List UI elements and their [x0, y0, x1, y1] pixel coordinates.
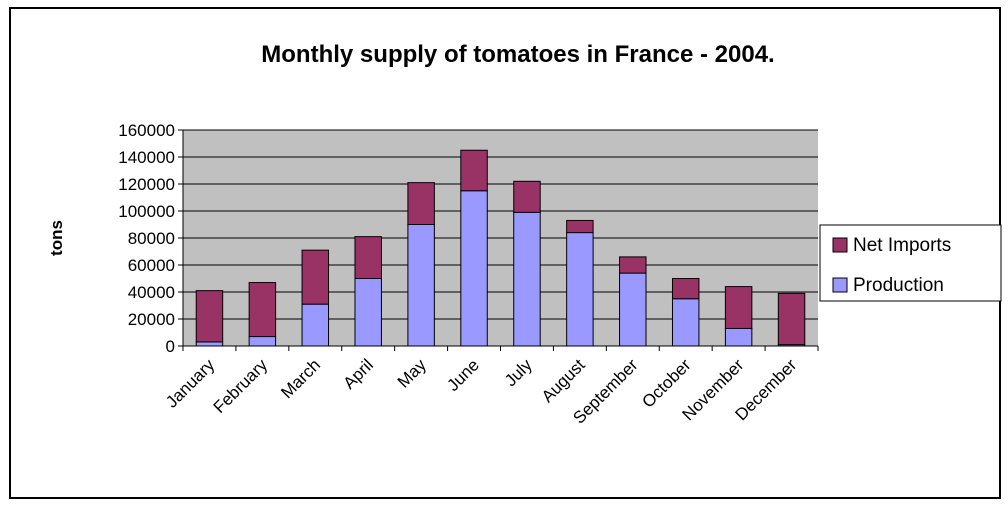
legend-swatch [832, 237, 848, 253]
bar-segment [354, 278, 382, 347]
bar-segment [513, 211, 541, 347]
bar-segment [619, 272, 647, 347]
bar-segment [248, 336, 277, 347]
bar-segment [195, 290, 224, 343]
y-tick-label: 80000 [128, 229, 175, 248]
legend-box [819, 224, 1002, 302]
y-tick-label: 40000 [128, 283, 175, 302]
bar-segment [777, 292, 806, 346]
bar-segment [460, 149, 488, 192]
y-tick-label: 140000 [118, 148, 175, 167]
bars [195, 149, 806, 347]
bar-segment [671, 278, 700, 300]
grid [183, 129, 818, 347]
y-tick-label: 100000 [118, 202, 175, 221]
bar-segment [671, 298, 700, 347]
y-tick-label: 160000 [118, 121, 175, 140]
y-tick-label: 120000 [118, 175, 175, 194]
bar-segment [566, 219, 594, 234]
bar-segment [619, 256, 647, 274]
bar-segment [195, 341, 224, 347]
y-tick-label: 60000 [128, 256, 175, 275]
bar-segment [301, 249, 330, 305]
legend-label: Net Imports [853, 235, 951, 256]
bar-segment [354, 236, 382, 279]
y-tick-label: 0 [166, 337, 175, 356]
chart-title: Monthly supply of tomatoes in France - 2… [261, 41, 774, 68]
y-axis-label: tons [47, 220, 66, 256]
y-tick-label: 20000 [128, 310, 175, 329]
bar-segment [460, 190, 488, 347]
legend: Net Imports Production [832, 235, 951, 296]
legend-swatch [832, 277, 848, 293]
bar-segment [566, 232, 594, 347]
bar-segment [407, 182, 435, 225]
bar-segment [724, 327, 753, 347]
bar-segment [724, 286, 753, 329]
bar-segment [301, 303, 330, 347]
bar-segment [248, 282, 277, 338]
bar-segment [407, 224, 435, 347]
legend-label: Production [853, 275, 944, 296]
bar-segment [513, 180, 541, 213]
